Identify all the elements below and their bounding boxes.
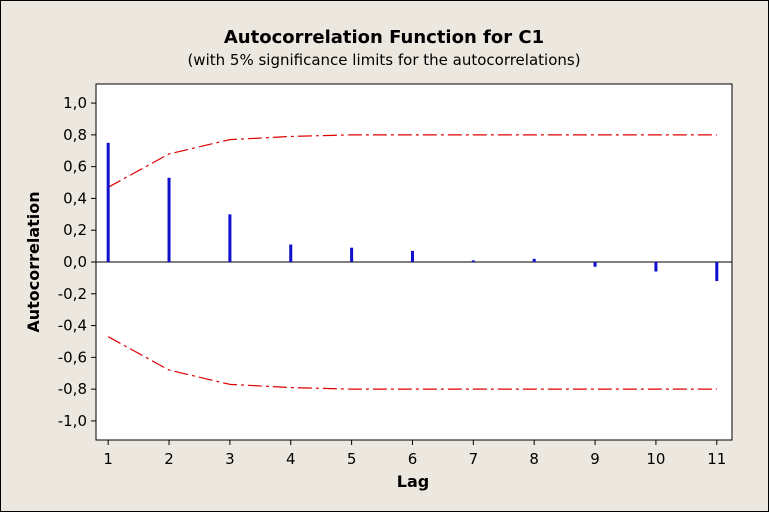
acf-bar-lag-9 bbox=[593, 262, 597, 267]
x-axis-title: Lag bbox=[397, 472, 429, 491]
x-tick-label: 10 bbox=[646, 450, 665, 468]
acf-bar-lag-8 bbox=[532, 258, 536, 262]
x-tick-label: 1 bbox=[103, 450, 113, 468]
acf-bar-lag-3 bbox=[228, 214, 232, 262]
y-tick-label: -0,4 bbox=[58, 317, 87, 335]
acf-bar-lag-7 bbox=[471, 260, 475, 262]
acf-bar-lag-6 bbox=[410, 250, 414, 262]
x-tick-label: 11 bbox=[707, 450, 726, 468]
y-tick-label: -0,8 bbox=[58, 380, 87, 398]
acf-bar-lag-11 bbox=[715, 262, 719, 282]
acf-bar-lag-1 bbox=[106, 142, 110, 262]
acf-bar-lag-4 bbox=[289, 244, 293, 262]
x-axis-ticks: 1 2 3 4 5 6 7 8 9 10 11 bbox=[103, 440, 726, 468]
acf-bar-lag-5 bbox=[350, 247, 354, 262]
x-tick-label: 4 bbox=[286, 450, 296, 468]
x-tick-label: 8 bbox=[529, 450, 539, 468]
y-tick-label: -0,2 bbox=[58, 285, 87, 303]
y-tick-label: 0,6 bbox=[63, 158, 87, 176]
x-tick-label: 3 bbox=[225, 450, 235, 468]
x-tick-label: 2 bbox=[164, 450, 174, 468]
lower-significance-limit bbox=[107, 336, 717, 390]
y-axis-title: Autocorrelation bbox=[24, 191, 43, 332]
y-tick-label: 1,0 bbox=[63, 94, 87, 112]
x-tick-label: 9 bbox=[590, 450, 600, 468]
chart-title: Autocorrelation Function for C1 bbox=[224, 27, 544, 48]
y-tick-label: 0,8 bbox=[63, 126, 87, 144]
acf-bar-lag-2 bbox=[167, 177, 171, 262]
chart-marks bbox=[96, 134, 732, 390]
y-tick-label: -1,0 bbox=[58, 412, 87, 430]
y-tick-label: 0,0 bbox=[63, 253, 87, 271]
y-tick-label: 0,4 bbox=[63, 189, 87, 207]
x-tick-label: 7 bbox=[469, 450, 479, 468]
x-tick-label: 6 bbox=[408, 450, 418, 468]
chart-subtitle: (with 5% significance limits for the aut… bbox=[187, 51, 580, 69]
x-tick-label: 5 bbox=[347, 450, 357, 468]
acf-bar-lag-10 bbox=[654, 262, 658, 272]
upper-significance-limit bbox=[107, 134, 717, 188]
y-tick-label: -0,6 bbox=[58, 348, 87, 366]
y-tick-label: 0,2 bbox=[63, 221, 87, 239]
y-axis-ticks: 1,0 0,8 0,6 0,4 0,2 0,0 -0,2 -0,4 -0,6 -0,8 -1,0 bbox=[58, 94, 96, 430]
